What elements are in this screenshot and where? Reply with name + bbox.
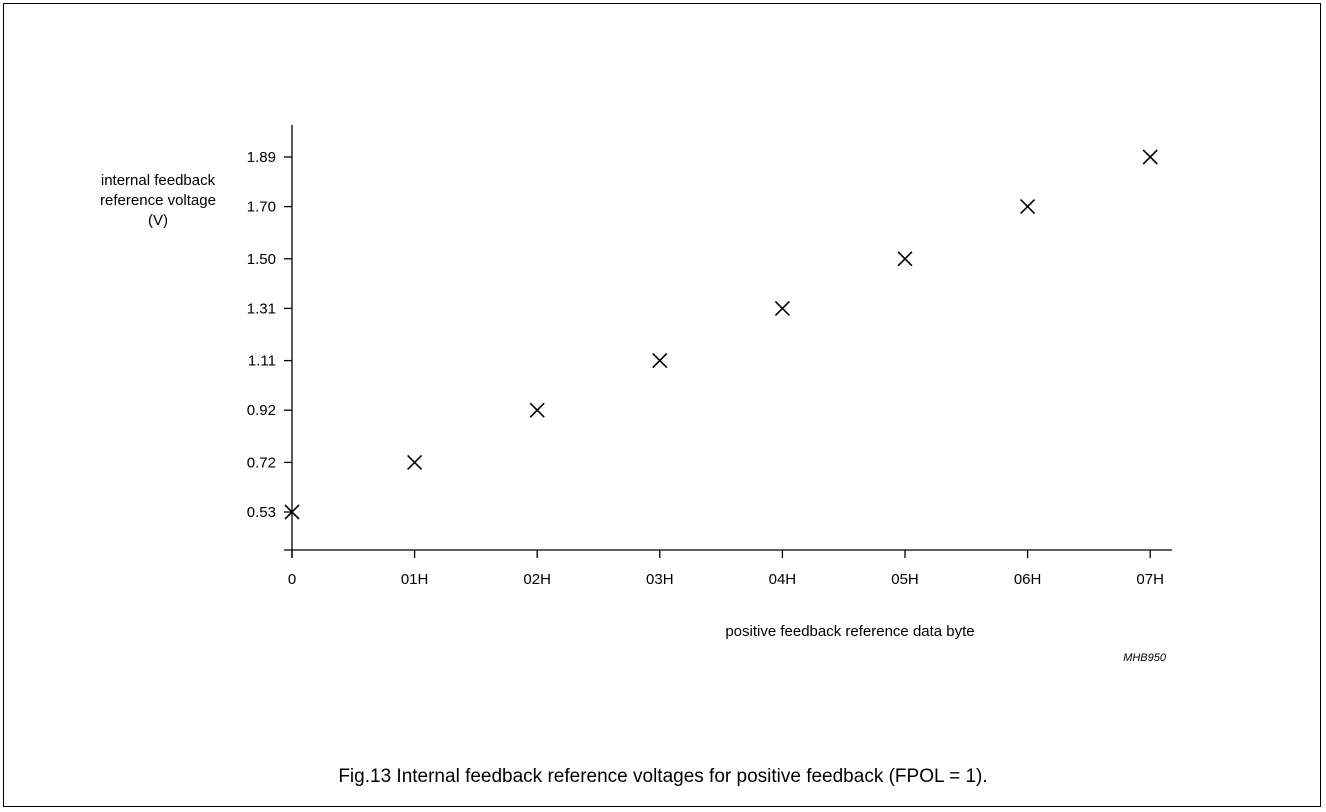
data-point-stroke bbox=[407, 454, 423, 470]
x-axis-label: positive feedback reference data byte bbox=[725, 623, 975, 640]
data-point-stroke bbox=[1020, 199, 1036, 215]
data-point bbox=[1142, 149, 1158, 165]
x-tick-label: 04H bbox=[769, 571, 797, 588]
data-point bbox=[407, 454, 423, 470]
data-point bbox=[529, 402, 545, 418]
data-point-stroke bbox=[284, 504, 300, 520]
y-tick-label: 1.31 bbox=[247, 300, 276, 317]
figure-frame bbox=[3, 3, 1321, 807]
data-point-stroke bbox=[529, 402, 545, 418]
x-tick-label: 06H bbox=[1014, 571, 1042, 588]
data-point bbox=[774, 300, 790, 316]
y-tick-label: 0.53 bbox=[247, 504, 276, 521]
y-axis-label-line: internal feedback bbox=[100, 172, 216, 189]
data-point bbox=[897, 251, 913, 267]
x-tick-label: 05H bbox=[891, 571, 919, 588]
y-tick-labels: 0.53 0.72 0.92 1.11 1.31 1.50 1.70 1.89 bbox=[247, 149, 292, 521]
x-tick-label: 02H bbox=[523, 571, 551, 588]
y-axis-label-line: (V) bbox=[148, 212, 168, 229]
x-tick-label: 01H bbox=[401, 571, 429, 588]
x-tick-label: 07H bbox=[1136, 571, 1164, 588]
data-point-stroke bbox=[1142, 149, 1158, 165]
x-tick-labels: 0 01H 02H 03H 04H 05H 06H 07H bbox=[288, 550, 1164, 588]
y-tick-label: 1.11 bbox=[248, 353, 276, 370]
data-point-stroke bbox=[774, 300, 790, 316]
y-tick-label: 1.89 bbox=[247, 149, 276, 166]
y-axis-label-line: reference voltage bbox=[100, 192, 216, 209]
data-point-stroke bbox=[897, 251, 913, 267]
data-point bbox=[284, 504, 300, 520]
data-point bbox=[652, 353, 668, 369]
y-axis-label: internal feedback reference voltage (V) bbox=[68, 171, 248, 231]
data-points bbox=[284, 149, 1158, 520]
chart-axes bbox=[284, 125, 1172, 558]
y-tick-label: 0.92 bbox=[247, 402, 276, 419]
y-tick-label: 1.50 bbox=[247, 251, 276, 268]
x-tick-label: 0 bbox=[288, 571, 296, 588]
y-tick-label: 1.70 bbox=[247, 199, 276, 216]
data-point-stroke bbox=[652, 353, 668, 369]
figure-code: MHB950 bbox=[1123, 652, 1166, 664]
data-point bbox=[1020, 199, 1036, 215]
y-tick-label: 0.72 bbox=[247, 454, 276, 471]
x-tick-label: 03H bbox=[646, 571, 674, 588]
figure-caption: Fig.13 Internal feedback reference volta… bbox=[338, 766, 988, 787]
